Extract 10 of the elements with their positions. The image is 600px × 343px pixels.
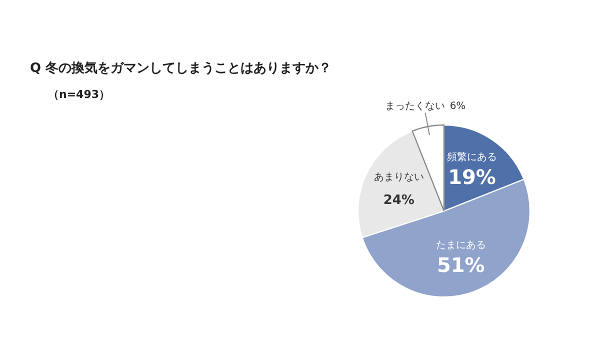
slice-label: 頻繁にある xyxy=(447,150,498,163)
data-label: 19% xyxy=(448,164,496,189)
text: （n=493） xyxy=(48,88,110,101)
text: Q 冬の換気をガマンしてしまうことはありますか？ xyxy=(30,61,332,76)
slice-label: あまりない xyxy=(374,172,424,183)
slice-label: たまにある xyxy=(436,240,486,251)
data-label: 24% xyxy=(383,192,414,208)
data-label: 51% xyxy=(436,252,485,277)
slice-label: まったくない xyxy=(384,100,445,112)
data-label: 6% xyxy=(450,100,466,112)
